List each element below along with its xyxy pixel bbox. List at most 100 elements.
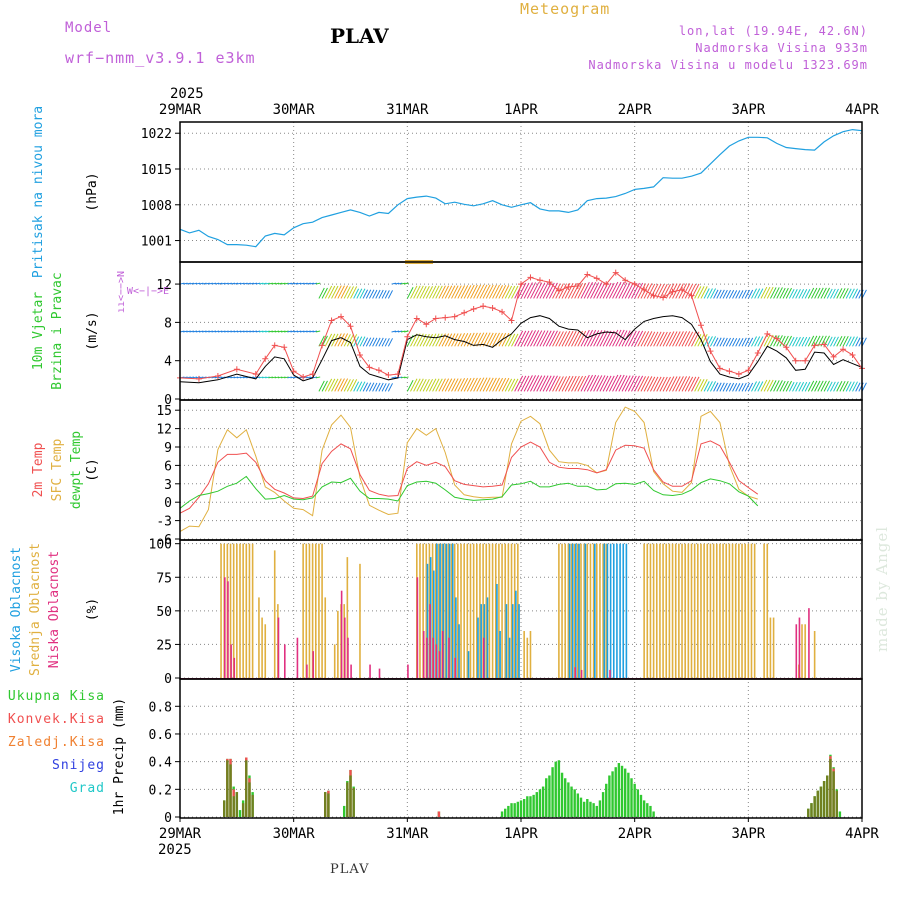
wind-barb (296, 330, 302, 333)
marker-gust (442, 314, 449, 321)
bar-high (568, 543, 571, 678)
bar-low (407, 664, 409, 678)
marker-gust (660, 294, 667, 301)
marker-gust (233, 366, 240, 373)
wind-barb (792, 289, 798, 299)
wind-barb (662, 283, 671, 299)
wind-barb (593, 282, 603, 299)
bar-high (442, 543, 445, 678)
bar-low (277, 617, 280, 678)
wind-barb (365, 289, 372, 299)
wind-barb (785, 287, 792, 299)
wind-barb (498, 377, 507, 392)
wind-barb (217, 330, 223, 333)
wind-barb (574, 375, 584, 392)
wind-barb (511, 333, 519, 347)
wind-barb (517, 375, 527, 392)
bar-mid (242, 543, 244, 678)
bar-high (505, 604, 508, 678)
bar-total (560, 772, 564, 817)
wind-barb (820, 287, 827, 299)
wind-barb (428, 378, 437, 392)
series-t2m (179, 440, 759, 514)
wind-barb (290, 282, 296, 285)
wind-barb (836, 335, 843, 347)
wind-barb (435, 285, 443, 299)
wind-barb (476, 332, 485, 347)
wind-barb (542, 282, 552, 299)
wind-barb (605, 375, 615, 392)
wind-barb (391, 282, 397, 285)
wind-barb (747, 337, 754, 347)
wind-barb (782, 380, 789, 392)
bar-mid (232, 543, 235, 678)
wind-barb (384, 290, 390, 299)
wind-barb (375, 382, 381, 392)
bar-mid (422, 543, 424, 678)
wind-barb (763, 334, 771, 347)
wind-barb (725, 289, 731, 299)
wind-barb (814, 287, 821, 299)
wind-barb (425, 286, 434, 299)
wind-barb (536, 375, 546, 392)
bar-mid (561, 543, 563, 678)
y-tick-label: 4 (164, 355, 172, 370)
wind-barb (653, 376, 662, 392)
wind-barbs (179, 260, 867, 392)
wind-barb (198, 282, 204, 285)
marker-gust (679, 286, 686, 293)
wind-barb (249, 282, 254, 285)
wind-barb (536, 330, 546, 347)
series-total (223, 754, 842, 817)
wind-barb (280, 282, 286, 285)
wind-barb (751, 336, 758, 347)
wind-barb (798, 289, 805, 299)
y-tick-label: 0.8 (149, 700, 172, 715)
bar-total (532, 794, 535, 817)
wind-barb (312, 282, 318, 285)
y-tick-label: 100 (149, 538, 172, 553)
wind-barb (845, 381, 852, 392)
wind-barb (804, 381, 811, 392)
wind-barb (504, 378, 513, 392)
wind-barb (665, 283, 675, 299)
wind-barb (694, 286, 702, 299)
wind-barb (694, 379, 702, 392)
wind-barb (404, 282, 409, 285)
wind-barb (378, 382, 384, 392)
wind-barb (306, 330, 311, 333)
bar-mid (475, 543, 478, 678)
wind-barb (224, 330, 229, 333)
wind-barb (186, 330, 191, 333)
wind-barb (261, 376, 267, 379)
wind-barb (687, 376, 697, 392)
bar-mid (602, 543, 604, 678)
wind-barb (252, 376, 258, 379)
wind-barb (738, 290, 744, 299)
wind-barb (558, 376, 568, 392)
bar-mid (681, 543, 683, 678)
wind-barb (365, 382, 372, 392)
wind-barb (211, 376, 217, 379)
wind-barb (593, 375, 603, 392)
wind-barb (387, 383, 393, 392)
marker-gust (461, 309, 468, 316)
x-tick-label-top: 29MAR (159, 102, 202, 118)
bar-frozen (241, 803, 245, 817)
series-gust (177, 269, 865, 382)
bar-total (535, 792, 538, 817)
wind-barb (754, 288, 761, 299)
wind-barb (747, 289, 754, 299)
bar-mid (450, 543, 453, 678)
wind-barb (394, 330, 400, 333)
y-tick-label: 0.2 (149, 783, 172, 798)
wind-barb (757, 288, 764, 299)
marker-gust (290, 368, 297, 375)
bar-low (798, 617, 801, 678)
bar-total (582, 801, 586, 817)
y-tick-label: 1008 (141, 199, 172, 214)
y-tick-label: 0 (164, 811, 172, 826)
line-t2m (179, 440, 759, 514)
bar-mid (678, 543, 680, 678)
wind-barb (728, 289, 735, 299)
